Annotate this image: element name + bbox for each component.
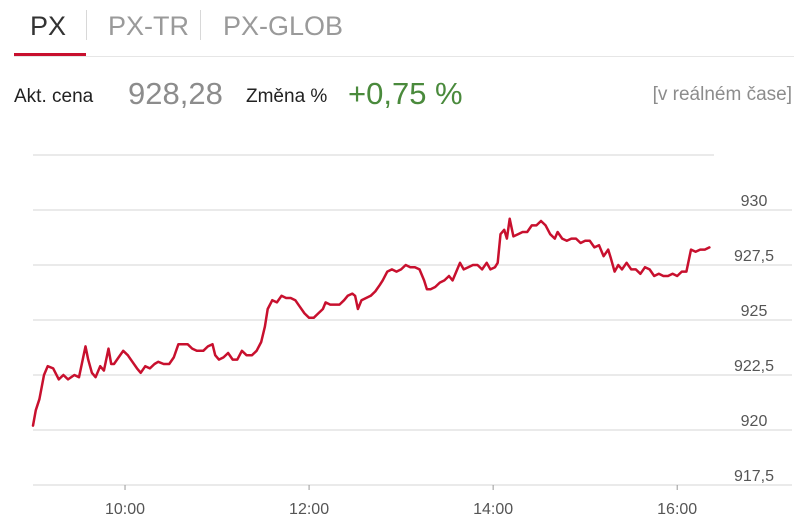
tab-px-glob[interactable]: PX-GLOB: [223, 11, 344, 41]
y-tick-label: 925: [741, 303, 768, 320]
tab-px[interactable]: PX: [30, 11, 67, 41]
y-tick-label: 927,5: [734, 248, 774, 265]
price-label: Akt. cena: [14, 86, 94, 107]
series-line: [31, 217, 711, 427]
tab-px-tr[interactable]: PX-TR: [108, 11, 189, 41]
index-tabs: PX PX-TR PX-GLOB: [14, 0, 794, 57]
change-label: Změna %: [246, 86, 328, 107]
change-value: +0,75 %: [348, 76, 463, 111]
tab-divider: [200, 10, 201, 40]
tabs-baseline: [14, 56, 794, 57]
x-tick-label: 14:00: [473, 501, 513, 518]
x-tick-label: 12:00: [289, 501, 329, 518]
tab-divider: [86, 10, 87, 40]
realtime-label: [v reálném čase]: [652, 84, 792, 105]
y-tick-label: 920: [741, 413, 768, 430]
y-tick-label: 917,5: [734, 468, 774, 485]
y-tick-label: 930: [741, 193, 768, 210]
y-tick-label: 922,5: [734, 358, 774, 375]
active-tab-underline: [14, 53, 86, 56]
x-tick-label: 10:00: [105, 501, 145, 518]
price-value: 928,28: [128, 76, 223, 111]
x-tick-label: 16:00: [657, 501, 697, 518]
quote-summary: Akt. cena 928,28 Změna % +0,75 % [v reál…: [14, 76, 794, 116]
